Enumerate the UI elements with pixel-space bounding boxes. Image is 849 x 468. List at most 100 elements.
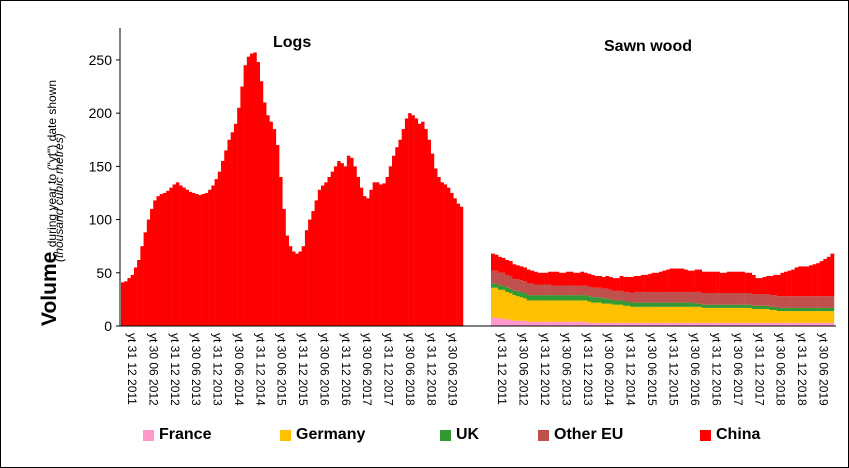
bar-sawn-wood-germany bbox=[598, 302, 603, 323]
x-tick-label: yt 31 12 2017 bbox=[752, 333, 766, 406]
bar-logs-china bbox=[211, 185, 215, 326]
y-tick-label: 100 bbox=[89, 212, 113, 228]
bar-sawn-wood-other-eu bbox=[698, 291, 703, 304]
bar-sawn-wood-germany bbox=[633, 306, 638, 323]
bar-sawn-wood-china bbox=[758, 278, 763, 295]
bar-logs-china bbox=[375, 182, 380, 326]
bar-sawn-wood-france bbox=[805, 322, 810, 326]
bar-sawn-wood-other-eu bbox=[630, 293, 635, 303]
bar-sawn-wood-france bbox=[558, 321, 563, 326]
bar-sawn-wood-uk bbox=[723, 304, 728, 308]
bar-sawn-wood-other-eu bbox=[566, 285, 570, 296]
bar-sawn-wood-germany bbox=[612, 304, 617, 323]
bar-sawn-wood-china bbox=[583, 272, 588, 286]
bar-sawn-wood-china bbox=[776, 274, 781, 297]
legend-item-germany: Germany bbox=[280, 426, 365, 444]
bar-sawn-wood-uk bbox=[591, 297, 595, 303]
bar-sawn-wood-france bbox=[676, 322, 681, 326]
bar-sawn-wood-france bbox=[812, 322, 817, 326]
bar-sawn-wood-other-eu bbox=[723, 293, 728, 305]
bar-sawn-wood-germany bbox=[787, 311, 792, 323]
bar-logs-china bbox=[421, 121, 425, 326]
bar-logs-china bbox=[146, 219, 151, 326]
bar-sawn-wood-china bbox=[662, 270, 667, 292]
bar-sawn-wood-france bbox=[551, 321, 556, 326]
bar-sawn-wood-china bbox=[533, 271, 538, 285]
bar-sawn-wood-france bbox=[601, 322, 606, 326]
bar-sawn-wood-france bbox=[826, 322, 831, 326]
x-tick-label: yt 31 12 2017 bbox=[382, 333, 396, 406]
bar-logs-china bbox=[379, 184, 383, 326]
bar-sawn-wood-germany bbox=[708, 307, 713, 323]
bar-sawn-wood-france bbox=[705, 322, 710, 326]
bar-sawn-wood-uk bbox=[541, 295, 545, 301]
bar-sawn-wood-uk bbox=[648, 302, 653, 307]
bar-sawn-wood-china bbox=[562, 272, 567, 286]
bar-sawn-wood-china bbox=[719, 272, 724, 294]
bar-sawn-wood-uk bbox=[708, 304, 713, 308]
bar-sawn-wood-uk bbox=[798, 307, 803, 312]
bar-sawn-wood-uk bbox=[666, 302, 670, 307]
bar-sawn-wood-france bbox=[541, 321, 545, 326]
legend-item-other-eu: Other EU bbox=[538, 426, 623, 444]
bar-sawn-wood-france bbox=[498, 318, 502, 326]
bar-sawn-wood-other-eu bbox=[744, 293, 749, 305]
bar-sawn-wood-uk bbox=[658, 302, 663, 307]
bar-sawn-wood-uk bbox=[783, 307, 788, 312]
bar-sawn-wood-germany bbox=[769, 310, 774, 323]
bar-sawn-wood-germany bbox=[555, 300, 560, 322]
bar-sawn-wood-uk bbox=[641, 302, 645, 307]
bar-sawn-wood-uk bbox=[694, 303, 699, 307]
bar-sawn-wood-other-eu bbox=[669, 291, 674, 303]
bar-logs-china bbox=[404, 118, 409, 327]
bar-sawn-wood-other-eu bbox=[737, 293, 742, 305]
bar-sawn-wood-other-eu bbox=[762, 294, 767, 306]
bar-sawn-wood-china bbox=[730, 271, 735, 294]
bar-sawn-wood-uk bbox=[537, 295, 542, 301]
bar-logs-china bbox=[401, 129, 406, 326]
bar-logs-china bbox=[398, 139, 402, 326]
bar-sawn-wood-germany bbox=[755, 308, 760, 323]
bar-sawn-wood-other-eu bbox=[498, 272, 502, 286]
bar-sawn-wood-china bbox=[512, 264, 517, 280]
x-tick-label: yt 31 12 2015 bbox=[667, 333, 681, 406]
bar-logs-china bbox=[133, 267, 138, 326]
bar-sawn-wood-france bbox=[591, 322, 595, 326]
bar-sawn-wood-france bbox=[691, 322, 695, 326]
bar-sawn-wood-other-eu bbox=[662, 291, 667, 303]
bar-sawn-wood-france bbox=[719, 322, 724, 326]
bar-sawn-wood-china bbox=[591, 274, 595, 288]
bar-sawn-wood-china bbox=[494, 254, 499, 271]
bar-logs-china bbox=[172, 184, 177, 326]
bar-logs-china bbox=[282, 208, 286, 326]
bar-sawn-wood-uk bbox=[637, 302, 642, 307]
bar-sawn-wood-uk bbox=[562, 295, 567, 301]
bar-sawn-wood-china bbox=[708, 271, 713, 294]
bar-sawn-wood-uk bbox=[719, 304, 724, 308]
bar-logs-china bbox=[185, 189, 190, 326]
bar-sawn-wood-china bbox=[783, 271, 788, 297]
y-tick-label: 0 bbox=[104, 318, 112, 334]
bar-sawn-wood-other-eu bbox=[519, 280, 524, 292]
bar-sawn-wood-france bbox=[816, 322, 820, 326]
bar-sawn-wood-germany bbox=[573, 300, 577, 322]
bar-sawn-wood-france bbox=[533, 321, 538, 326]
bar-sawn-wood-france bbox=[744, 322, 749, 326]
bar-sawn-wood-germany bbox=[737, 307, 742, 323]
bar-sawn-wood-china bbox=[780, 272, 785, 297]
bar-sawn-wood-china bbox=[808, 265, 813, 297]
bar-sawn-wood-other-eu bbox=[741, 293, 745, 305]
bar-sawn-wood-other-eu bbox=[544, 284, 549, 296]
bar-logs-china bbox=[317, 189, 322, 326]
x-tick-label: yt 31 12 2011 bbox=[125, 333, 139, 405]
bar-logs-china bbox=[330, 171, 335, 326]
bar-sawn-wood-germany bbox=[669, 306, 674, 323]
bar-sawn-wood-other-eu bbox=[701, 293, 706, 305]
bar-logs-china bbox=[217, 171, 222, 326]
bar-sawn-wood-germany bbox=[541, 300, 545, 322]
bar-sawn-wood-other-eu bbox=[751, 294, 756, 306]
bar-sawn-wood-uk bbox=[762, 305, 767, 309]
bar-sawn-wood-other-eu bbox=[683, 291, 688, 303]
bar-sawn-wood-germany bbox=[641, 306, 645, 323]
bar-sawn-wood-other-eu bbox=[666, 291, 670, 303]
